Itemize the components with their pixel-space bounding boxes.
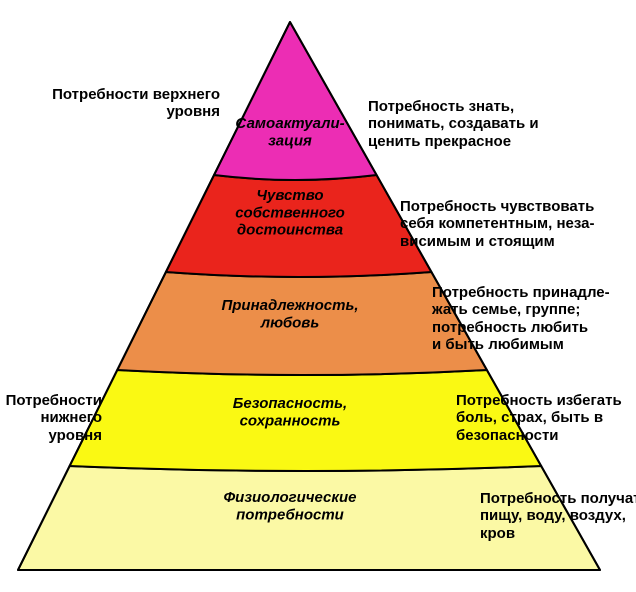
right-annotation: Потребность чувствоватьсебя компетентным… — [400, 198, 636, 250]
right-annotation: Потребность получатьпищу, воду, воздух,к… — [480, 490, 636, 542]
left-annotation: Потребностинижнегоуровня — [0, 392, 102, 444]
right-annotation: Потребность знать,понимать, создавать иц… — [368, 98, 618, 150]
pyramid-tier — [214, 22, 376, 180]
right-annotation: Потребность избегатьболь, страх, быть вб… — [456, 392, 636, 444]
right-annotation: Потребность принадле-жать семье, группе;… — [432, 284, 636, 353]
tier-label: Безопасность,сохранность — [233, 395, 347, 429]
left-annotation: Потребности верхнегоуровня — [0, 86, 220, 121]
tier-label: Физиологическиепотребности — [223, 489, 356, 523]
pyramid-diagram: Самоактуали-зацияЧувствособственногодост… — [0, 0, 636, 592]
